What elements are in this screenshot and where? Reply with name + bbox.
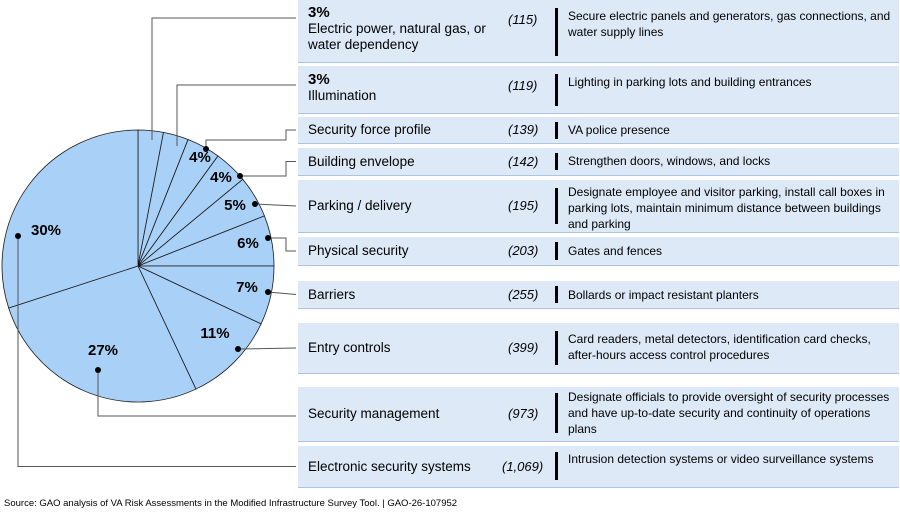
- category-row: Physical security (203) Gates and fences: [298, 237, 899, 266]
- category-label: Security force profile: [308, 122, 508, 138]
- separator-bar: [555, 153, 558, 170]
- leader-dot: [265, 289, 271, 295]
- category-label: Electronic security systems: [308, 459, 508, 475]
- category-name: Security management: [308, 406, 440, 421]
- category-count: (139): [508, 122, 539, 137]
- category-percent: 3%: [308, 4, 330, 21]
- separator-bar: [555, 393, 558, 433]
- slice-percent-label: 4%: [189, 149, 211, 166]
- leader-line: [176, 84, 296, 146]
- leader-line: [254, 203, 297, 207]
- slice-percent-label: 4%: [210, 169, 232, 186]
- separator-bar: [555, 8, 558, 56]
- category-row: Security management (973) Designate offici…: [298, 387, 899, 442]
- separator-bar: [555, 242, 558, 260]
- category-label: 3% Illumination: [308, 71, 508, 104]
- category-count: (142): [508, 153, 539, 169]
- category-description: Gates and fences: [568, 244, 663, 258]
- category-label: Security management: [308, 406, 508, 422]
- slice-percent-label: 5%: [224, 197, 246, 214]
- category-label: Barriers: [308, 287, 508, 303]
- category-row: Entry controls (399) Card readers, metal d…: [298, 323, 899, 374]
- category-row: Parking / delivery (195) Designate employe…: [298, 180, 899, 233]
- category-count: (255): [508, 286, 539, 302]
- category-row: 3% Electric power, natural gas, or water …: [298, 0, 899, 63]
- category-description: Strengthen doors, windows, and locks: [568, 154, 771, 168]
- category-description: Lighting in parking lots and building en…: [568, 75, 812, 89]
- category-count: (399): [508, 340, 539, 355]
- pie-slice: [1, 129, 139, 309]
- leader-dot: [203, 146, 209, 152]
- category-percent: 3%: [308, 71, 330, 88]
- category-name: Parking / delivery: [308, 198, 412, 213]
- separator-bar: [555, 452, 558, 480]
- slice-percent-label: 27%: [88, 342, 118, 359]
- category-description: Card readers, metal detectors, identific…: [568, 332, 871, 362]
- category-label: 3% Electric power, natural gas, or water …: [308, 4, 498, 53]
- separator-bar: [555, 188, 558, 224]
- category-name: Electric power, natural gas, or water de…: [308, 21, 486, 52]
- leader-line: [17, 236, 296, 467]
- leader-dot: [252, 201, 258, 207]
- slice-percent-label: 7%: [236, 279, 258, 296]
- category-label: Entry controls: [308, 340, 508, 356]
- source-note: Source: GAO analysis of VA Risk Assessme…: [4, 498, 458, 509]
- category-description: Secure electric panels and generators, g…: [568, 9, 891, 39]
- category-label: Physical security: [308, 243, 508, 259]
- leader-line: [205, 129, 296, 149]
- category-count: (115): [508, 12, 538, 27]
- leader-line: [97, 370, 296, 417]
- category-row: Security force profile (139) VA police pre…: [298, 117, 899, 144]
- separator-bar: [555, 74, 558, 106]
- leader-dot: [235, 346, 241, 352]
- category-name: Building envelope: [308, 153, 415, 169]
- category-row: Barriers (255) Bollards or impact resistan…: [298, 281, 899, 309]
- category-label: Building envelope: [308, 154, 508, 170]
- category-description: VA police presence: [568, 123, 670, 137]
- leader-dot: [237, 173, 243, 179]
- category-row: Building envelope (142) Strengthen doors, …: [298, 148, 899, 176]
- separator-bar: [555, 331, 558, 365]
- category-label: Parking / delivery: [308, 198, 508, 214]
- category-description: Intrusion detection systems or video sur…: [568, 452, 874, 466]
- category-name: Illumination: [308, 88, 377, 103]
- pie-slice: [8, 265, 197, 403]
- slice-percent-label: 11%: [200, 325, 229, 342]
- leader-line: [267, 291, 297, 295]
- leader-dot: [95, 367, 101, 373]
- slice-percent-label: 6%: [237, 235, 259, 252]
- category-description: Designate officials to provide oversight…: [568, 390, 890, 436]
- category-name: Security force profile: [308, 122, 432, 137]
- category-description: Designate employee and visitor parking, …: [568, 185, 885, 231]
- category-count: (973): [508, 406, 539, 421]
- category-name: Barriers: [308, 286, 356, 302]
- pie-slice: [137, 265, 262, 390]
- slice-percent-label: 30%: [31, 222, 61, 239]
- leader-line: [151, 17, 296, 140]
- leader-dot: [15, 233, 21, 239]
- category-name: Entry controls: [308, 340, 391, 355]
- category-name: Electronic security systems: [308, 458, 471, 474]
- category-row: 3% Illumination (119) Lighting in parking l…: [298, 66, 899, 114]
- category-count: (1,069): [502, 458, 544, 474]
- category-description: Bollards or impact resistant planters: [568, 288, 759, 302]
- leader-line: [268, 237, 296, 252]
- category-row: Electronic security systems (1,069) Intrus…: [298, 446, 899, 488]
- leader-line: [237, 347, 297, 350]
- separator-bar: [555, 286, 558, 303]
- leader-line: [240, 161, 296, 177]
- separator-bar: [555, 122, 558, 139]
- category-count: (203): [508, 243, 539, 258]
- leader-dot: [265, 235, 271, 241]
- category-count: (195): [508, 198, 539, 213]
- category-name: Physical security: [308, 243, 409, 258]
- category-count: (119): [508, 78, 538, 93]
